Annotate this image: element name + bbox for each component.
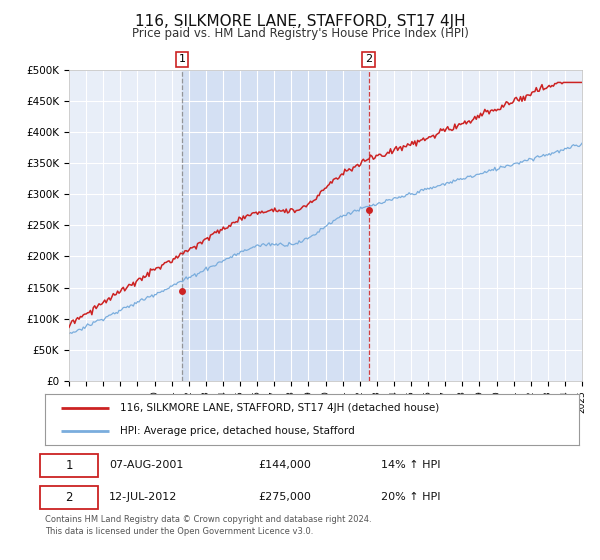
Text: £144,000: £144,000 (259, 460, 311, 470)
Text: 116, SILKMORE LANE, STAFFORD, ST17 4JH (detached house): 116, SILKMORE LANE, STAFFORD, ST17 4JH (… (120, 403, 439, 413)
Text: Price paid vs. HM Land Registry's House Price Index (HPI): Price paid vs. HM Land Registry's House … (131, 27, 469, 40)
Text: 2: 2 (365, 54, 373, 64)
Text: 14% ↑ HPI: 14% ↑ HPI (382, 460, 441, 470)
Text: 12-JUL-2012: 12-JUL-2012 (109, 492, 178, 502)
Text: This data is licensed under the Open Government Licence v3.0.: This data is licensed under the Open Gov… (45, 527, 313, 536)
Text: 1: 1 (65, 459, 73, 472)
Text: Contains HM Land Registry data © Crown copyright and database right 2024.: Contains HM Land Registry data © Crown c… (45, 515, 371, 524)
Text: 07-AUG-2001: 07-AUG-2001 (109, 460, 184, 470)
Bar (182, 70, 369, 381)
FancyBboxPatch shape (40, 486, 98, 509)
Text: 116, SILKMORE LANE, STAFFORD, ST17 4JH: 116, SILKMORE LANE, STAFFORD, ST17 4JH (134, 14, 466, 29)
Text: 20% ↑ HPI: 20% ↑ HPI (382, 492, 441, 502)
Text: 1: 1 (178, 54, 185, 64)
Text: 2: 2 (65, 491, 73, 504)
FancyBboxPatch shape (40, 454, 98, 477)
Text: HPI: Average price, detached house, Stafford: HPI: Average price, detached house, Staf… (120, 426, 355, 436)
Text: £275,000: £275,000 (259, 492, 311, 502)
